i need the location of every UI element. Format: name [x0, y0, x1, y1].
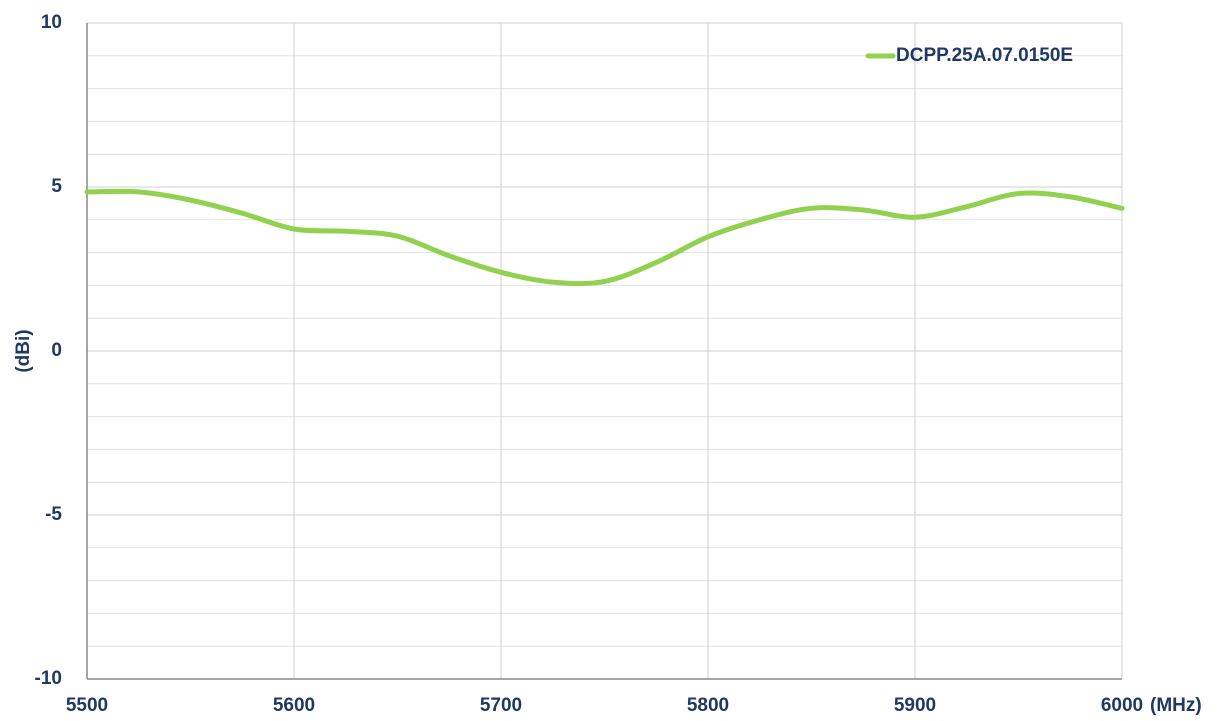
y-axis-label: (dBi) — [13, 329, 34, 372]
x-tick-label: 5600 — [273, 695, 315, 716]
x-tick-label: 5800 — [687, 695, 729, 716]
y-tick-label: 0 — [51, 340, 62, 361]
x-tick-label: 6000 — [1101, 695, 1143, 716]
data-line — [84, 188, 1125, 287]
x-tick-label: 5500 — [66, 695, 108, 716]
y-tick-label: 10 — [41, 12, 62, 33]
x-tick-label: 5700 — [480, 695, 522, 716]
x-tick-label: 5900 — [894, 695, 936, 716]
x-axis-label: (MHz) — [1150, 695, 1202, 716]
y-tick-label: -5 — [45, 504, 62, 525]
y-tick-label: -10 — [35, 668, 62, 689]
y-tick-label: 5 — [51, 176, 62, 197]
legend-label: DCPP.25A.07.0150E — [896, 45, 1073, 66]
